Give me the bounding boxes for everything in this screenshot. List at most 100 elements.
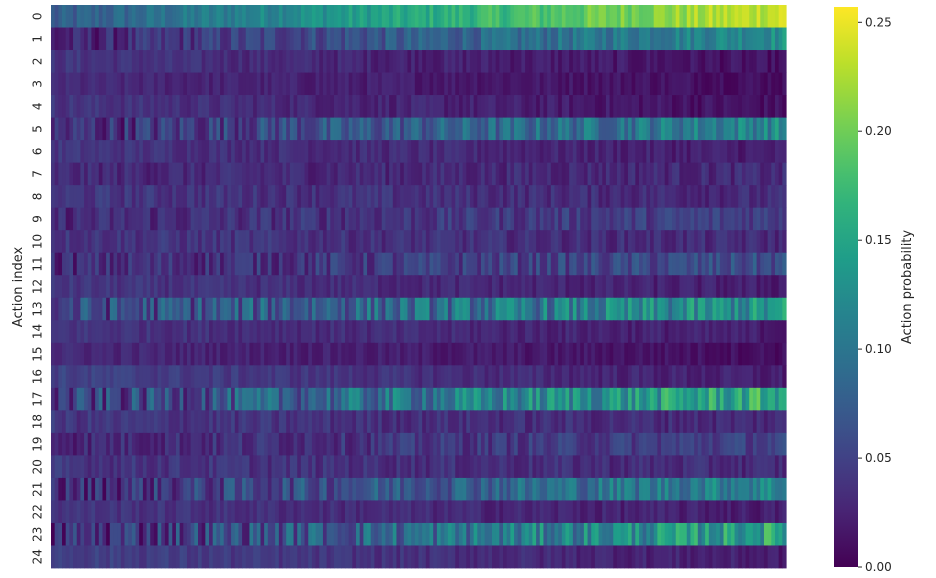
heatmap-cell — [117, 252, 122, 276]
heatmap-cell — [683, 72, 688, 96]
heatmap-cell — [661, 207, 666, 231]
heatmap-cell — [514, 545, 519, 569]
heatmap-cell — [767, 95, 772, 118]
heatmap-cell — [385, 455, 390, 479]
heatmap-cell — [223, 117, 228, 141]
heatmap-cell — [396, 95, 401, 118]
heatmap-cell — [414, 50, 420, 73]
heatmap-cell — [326, 230, 331, 254]
heatmap-cell — [572, 207, 578, 231]
heatmap-cell — [407, 387, 412, 411]
heatmap-cell — [661, 50, 666, 73]
heatmap-cell — [120, 477, 126, 501]
heatmap-cell — [142, 320, 148, 344]
heatmap-cell — [168, 522, 173, 546]
heatmap-cell — [550, 365, 556, 389]
heatmap-cell — [532, 545, 537, 569]
heatmap-cell — [705, 117, 710, 141]
heatmap-cell — [594, 275, 600, 299]
heatmap-cell — [183, 252, 188, 276]
heatmap-cell — [451, 522, 456, 546]
heatmap-cell — [760, 432, 765, 456]
heatmap-cell — [451, 432, 456, 456]
heatmap-cell — [54, 522, 59, 546]
heatmap-cell — [444, 410, 449, 434]
heatmap-cell — [462, 50, 467, 73]
heatmap-cell — [429, 387, 434, 411]
heatmap-cell — [605, 27, 611, 51]
heatmap-cell — [370, 252, 375, 276]
heatmap-cell — [598, 410, 603, 434]
heatmap-cell — [267, 72, 273, 96]
heatmap-cell — [80, 455, 85, 479]
heatmap-cell — [359, 230, 364, 254]
heatmap-cell — [407, 500, 412, 524]
heatmap-cell — [576, 230, 581, 254]
heatmap-cell — [367, 410, 372, 434]
heatmap-cell — [157, 252, 162, 276]
heatmap-cell — [767, 5, 772, 28]
heatmap-cell — [730, 207, 736, 231]
heatmap-cell — [488, 477, 493, 501]
heatmap-cell — [84, 230, 89, 254]
heatmap-cell — [91, 27, 96, 51]
heatmap-cell — [532, 72, 537, 96]
heatmap-cell — [741, 545, 747, 569]
heatmap-cell — [521, 455, 526, 479]
heatmap-cell — [675, 410, 681, 434]
heatmap-cell — [400, 432, 405, 456]
heatmap-cell — [297, 27, 302, 51]
heatmap-cell — [186, 297, 192, 321]
heatmap-cell — [583, 410, 589, 434]
heatmap-cell — [245, 477, 251, 501]
heatmap-cell — [503, 207, 508, 231]
heatmap-cell — [730, 50, 736, 73]
heatmap-cell — [242, 545, 247, 569]
heatmap-cell — [256, 140, 262, 164]
heatmap-cell — [69, 252, 74, 276]
heatmap-cell — [356, 432, 361, 456]
heatmap-cell — [730, 477, 736, 501]
heatmap-cell — [425, 522, 431, 546]
heatmap-cell — [322, 387, 328, 411]
heatmap-cell — [205, 410, 210, 434]
heatmap-cell — [602, 162, 607, 186]
heatmap-cell — [186, 117, 192, 141]
heatmap-cell — [473, 387, 478, 411]
heatmap-cell — [238, 365, 243, 389]
heatmap-cell — [58, 455, 63, 479]
heatmap-cell — [183, 297, 188, 321]
heatmap-cell — [624, 27, 629, 51]
heatmap-cell — [723, 522, 728, 546]
heatmap-cell — [113, 500, 118, 524]
heatmap-cell — [80, 387, 85, 411]
heatmap-cell — [146, 522, 151, 546]
heatmap-cell — [164, 365, 170, 389]
heatmap-cell — [212, 455, 217, 479]
heatmap-cell — [414, 410, 420, 434]
heatmap-cell — [455, 432, 460, 456]
heatmap-cell — [363, 365, 368, 389]
heatmap-cell — [389, 27, 394, 51]
heatmap-cell — [679, 477, 684, 501]
heatmap-cell — [370, 275, 375, 299]
heatmap-cell — [433, 252, 438, 276]
heatmap-cell — [598, 522, 603, 546]
heatmap-cell — [514, 117, 519, 141]
heatmap-cell — [675, 5, 681, 28]
heatmap-cell — [58, 185, 63, 209]
heatmap-cell — [333, 320, 339, 344]
heatmap-cell — [767, 72, 772, 96]
heatmap-cell — [212, 185, 217, 209]
heatmap-cell — [580, 162, 585, 186]
heatmap-cell — [694, 432, 699, 456]
heatmap-cell — [337, 117, 342, 141]
heatmap-cell — [345, 500, 350, 524]
heatmap-cell — [447, 185, 453, 209]
heatmap-cell — [87, 95, 93, 118]
heatmap-cell — [543, 342, 548, 366]
heatmap-cell — [572, 455, 578, 479]
heatmap-cell — [510, 432, 515, 456]
heatmap-cell — [679, 455, 684, 479]
heatmap-cell — [480, 50, 486, 73]
